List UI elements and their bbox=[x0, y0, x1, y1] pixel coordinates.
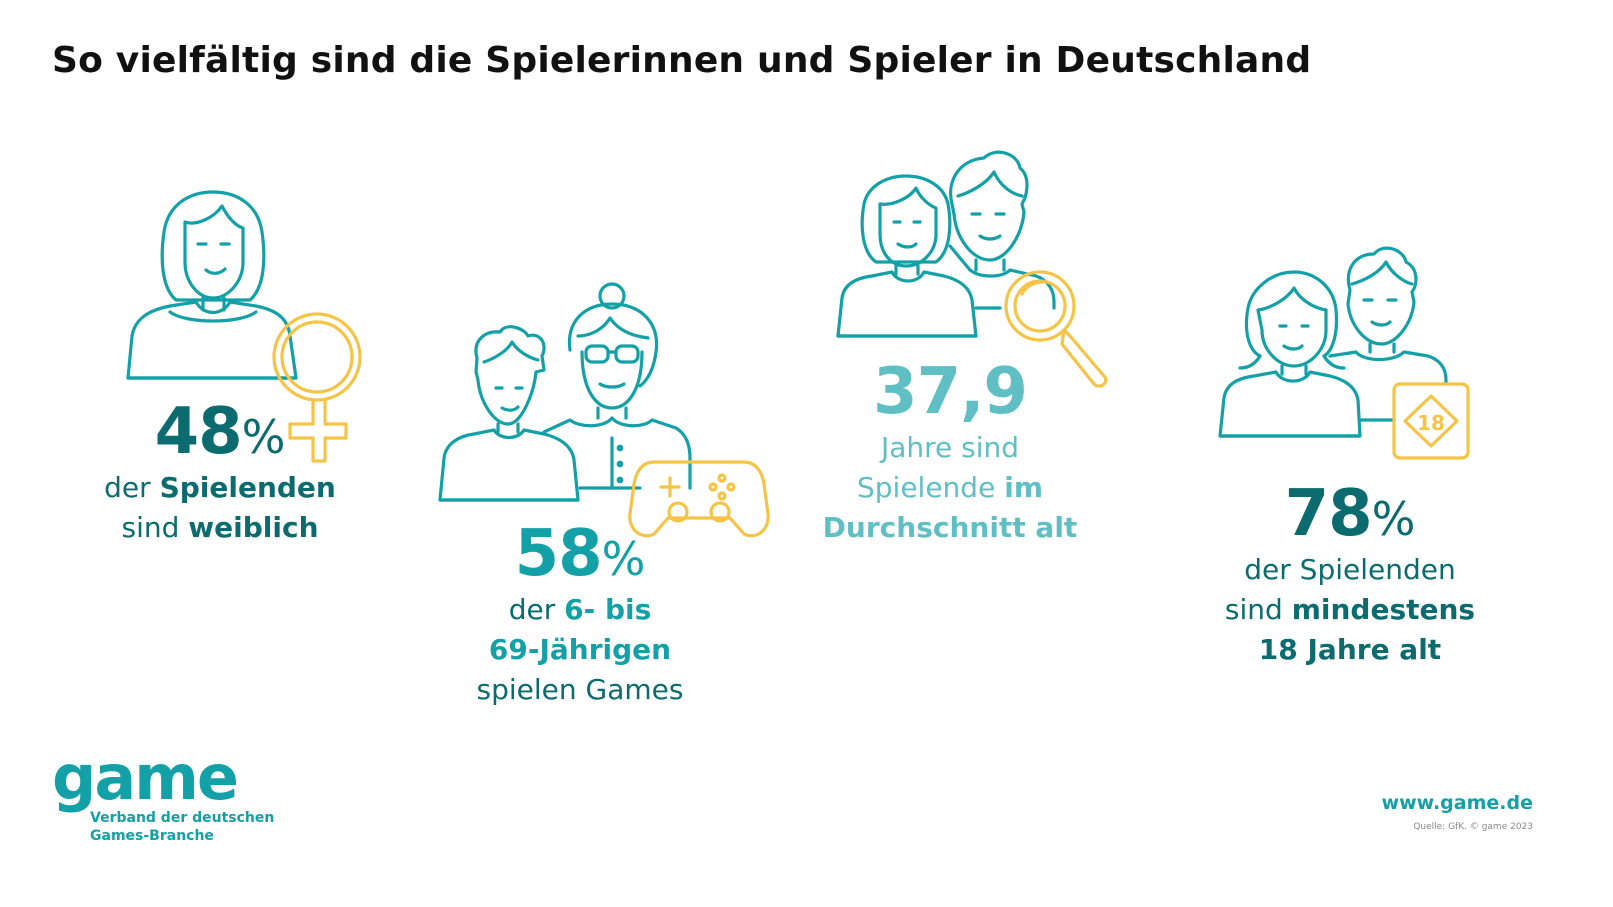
stat-text-line: der 6- bis bbox=[508, 593, 652, 626]
stat-text-line: Durchschnitt alt bbox=[822, 511, 1078, 544]
stat-text-line: 69-Jährigen bbox=[488, 633, 672, 666]
stat-value: 78% bbox=[1284, 477, 1416, 551]
logo-wordmark: game bbox=[52, 741, 239, 814]
stat-adult-share: 78% der Spielenden sind mindestens 18 Ja… bbox=[1200, 482, 1500, 670]
magnifier-icon bbox=[1004, 270, 1108, 388]
grandma-icon bbox=[542, 282, 692, 490]
game-logo: game Verband der deutschen Games-Branche bbox=[52, 747, 274, 845]
stat-text-line: 18 Jahre alt bbox=[1258, 633, 1442, 666]
stat-text-line: der Spielenden bbox=[1244, 553, 1456, 586]
stat-text-line: Spielende im bbox=[857, 471, 1043, 504]
website-link[interactable]: www.game.de bbox=[1381, 792, 1533, 814]
stat-text-line: sind mindestens bbox=[1224, 593, 1476, 626]
gamepad-icon bbox=[628, 460, 770, 538]
man2-icon bbox=[1328, 246, 1448, 422]
female-symbol-icon bbox=[272, 312, 362, 463]
stat-value: 48% bbox=[154, 395, 286, 469]
woman-icon bbox=[126, 190, 298, 380]
stat-female-share: 48% der Spielenden sind weiblich bbox=[85, 400, 355, 548]
stat-text-line: spielen Games bbox=[476, 673, 684, 706]
stat-value: 37,9 bbox=[873, 355, 1028, 429]
logo-subtitle-line1: Verband der deutschen bbox=[90, 810, 275, 826]
stat-text-line: der Spielenden bbox=[104, 471, 336, 504]
woman3-icon bbox=[1218, 270, 1362, 438]
man-icon bbox=[948, 150, 1056, 310]
source-note: Quelle: GfK. © game 2023 bbox=[1413, 822, 1533, 832]
boy-icon bbox=[438, 325, 580, 502]
age-18-badge-icon: 18 bbox=[1392, 382, 1470, 460]
age-badge-label: 18 bbox=[1417, 411, 1445, 435]
page-title: So vielfältig sind die Spielerinnen und … bbox=[52, 40, 1312, 81]
woman2-icon bbox=[836, 174, 978, 338]
stat-player-share: 58% der 6- bis 69-Jährigen spielen Games bbox=[430, 522, 730, 710]
stat-average-age: 37,9 Jahre sind Spielende im Durchschnit… bbox=[800, 360, 1100, 548]
logo-subtitle-line2: Games-Branche bbox=[90, 828, 214, 844]
stat-text-line: Jahre sind bbox=[880, 431, 1020, 464]
stat-text-line: sind weiblich bbox=[121, 511, 319, 544]
stat-value: 58% bbox=[514, 517, 646, 591]
